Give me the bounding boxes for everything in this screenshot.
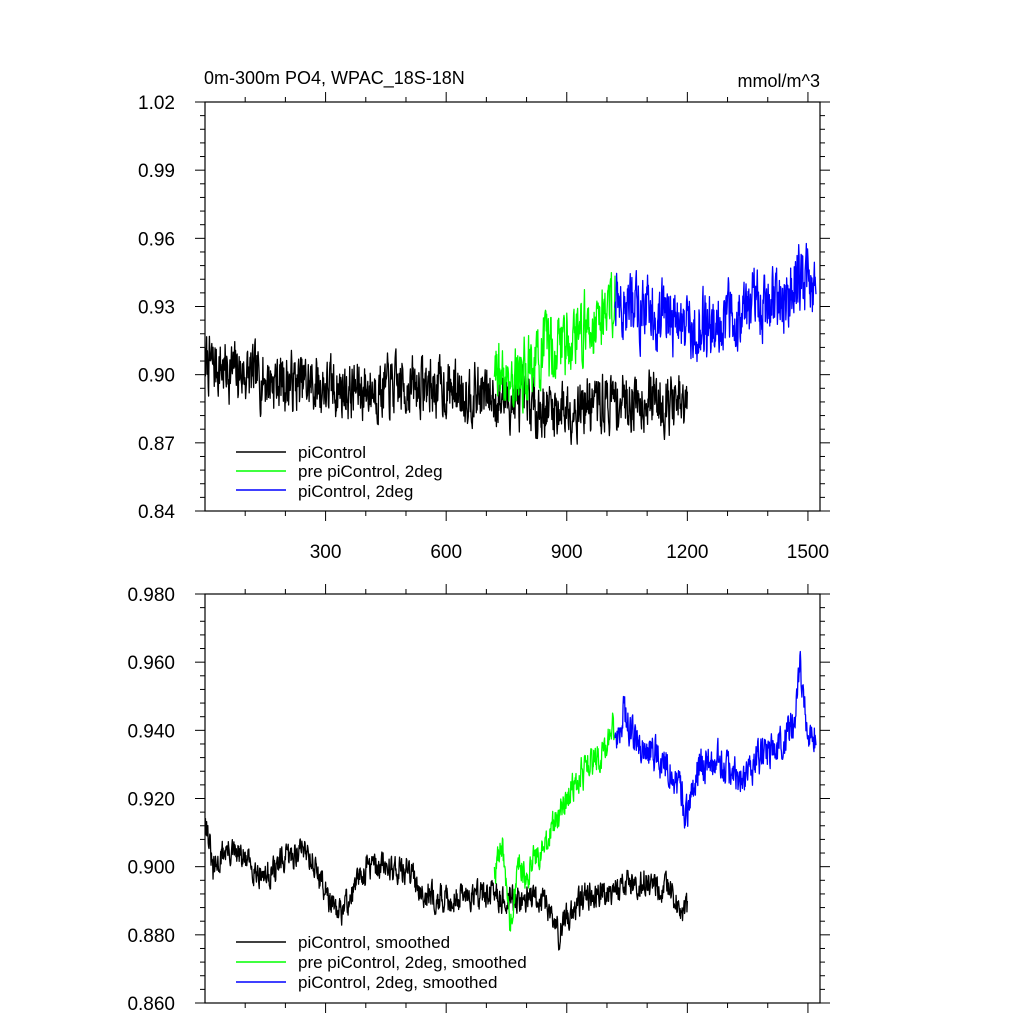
x-tick-label: 900 xyxy=(551,542,583,563)
y-tick-label: 0.90 xyxy=(138,366,175,387)
y-tick-label: 1.02 xyxy=(138,93,175,114)
legend-label-pre-picontrol-2deg-smoothed: pre piControl, 2deg, smoothed xyxy=(298,953,527,972)
x-tick-label: 600 xyxy=(430,542,462,563)
y-tick-label: 0.860 xyxy=(127,994,175,1015)
legend-label-picontrol-smoothed: piControl, smoothed xyxy=(298,933,450,952)
y-tick-label: 0.940 xyxy=(127,721,175,742)
bottom-plot-ticks xyxy=(195,584,830,1013)
y-tick-label: 0.84 xyxy=(138,502,175,523)
top-plot-ticks xyxy=(195,92,830,521)
bottom-legend: piControl, smoothed pre piControl, 2deg,… xyxy=(236,933,527,992)
x-tick-label: 300 xyxy=(310,542,342,563)
legend-label-picontrol-2deg-smoothed: piControl, 2deg, smoothed xyxy=(298,973,497,992)
top-plot-frame xyxy=(204,101,821,512)
y-tick-label: 0.99 xyxy=(138,161,175,182)
y-tick-label: 0.96 xyxy=(138,229,175,250)
y-tick-label: 0.980 xyxy=(127,585,175,606)
series-line-picontrol-2deg xyxy=(614,242,817,363)
chart-title: 0m-300m PO4, WPAC_18S-18N xyxy=(204,68,465,89)
legend-label-picontrol-2deg: piControl, 2deg xyxy=(298,482,413,501)
top-panel: 0m-300m PO4, WPAC_18S-18N mmol/m^3 300 60… xyxy=(138,68,830,563)
y-tick-label: 0.900 xyxy=(127,858,175,879)
y-tick-label: 0.93 xyxy=(138,298,175,319)
top-legend: piControl pre piControl, 2deg piControl,… xyxy=(236,443,443,501)
x-tick-label: 1500 xyxy=(787,542,829,563)
units-label: mmol/m^3 xyxy=(738,71,820,91)
series-line-picontrol-smoothed xyxy=(205,818,688,951)
x-tick-label: 1200 xyxy=(666,542,708,563)
series-line-pre-picontrol-2deg-smoothed xyxy=(493,712,616,932)
y-tick-label: 0.920 xyxy=(127,790,175,811)
series-line-picontrol-2deg-smoothed xyxy=(614,650,817,829)
bottom-plot-ticklabels: 0.860 0.880 0.900 0.920 0.940 0.960 0.980 xyxy=(127,585,175,1015)
series-line-pre-picontrol-2deg xyxy=(493,272,616,414)
y-tick-label: 0.880 xyxy=(127,926,175,947)
top-plot-series xyxy=(205,242,817,445)
series-line-picontrol xyxy=(205,335,688,445)
bottom-panel: 0.860 0.880 0.900 0.920 0.940 0.960 0.980 piCo… xyxy=(127,584,830,1015)
legend-label-pre-picontrol-2deg: pre piControl, 2deg xyxy=(298,462,443,481)
top-plot-ticklabels: 300 600 900 1200 1500 0.84 0.87 0.90 0.93 0.96 0.9… xyxy=(138,93,829,563)
bottom-plot-frame xyxy=(204,593,821,1004)
bottom-plot-series xyxy=(205,650,817,951)
y-tick-label: 0.960 xyxy=(127,653,175,674)
legend-label-picontrol: piControl xyxy=(298,443,366,462)
y-tick-label: 0.87 xyxy=(138,434,175,455)
